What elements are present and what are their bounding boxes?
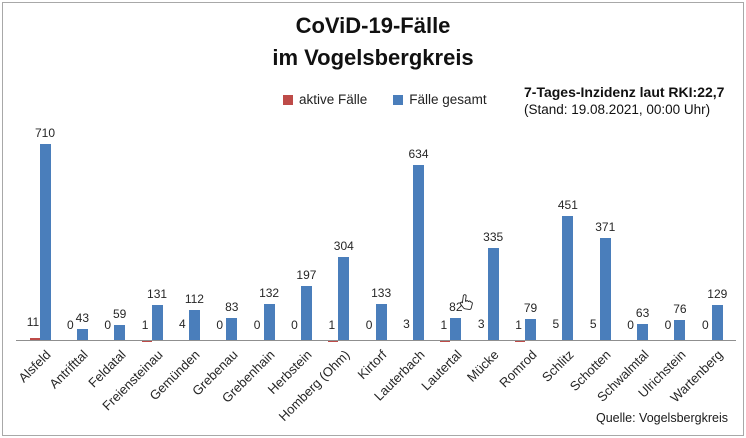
legend-label-active: aktive Fälle [299, 92, 368, 107]
total-bar [450, 318, 462, 341]
total-value-label: 59 [113, 306, 127, 321]
total-bar [562, 215, 574, 341]
active-value-label: 5 [552, 316, 560, 331]
source-caption: Quelle: Vogelsbergkreis [595, 411, 728, 425]
total-value-label: 710 [34, 125, 56, 140]
total-bar [114, 324, 126, 341]
total-value-label: 133 [371, 286, 392, 301]
active-value-label: 0 [664, 318, 672, 332]
total-bar [525, 319, 537, 341]
active-bar [29, 337, 40, 341]
active-value-label: 1 [515, 317, 522, 332]
active-value-label: 11 [26, 314, 40, 329]
active-value-label: 3 [403, 317, 410, 332]
total-bar [39, 143, 51, 341]
active-value-label: 1 [328, 317, 336, 332]
incidence-date: (Stand: 19.08.2021, 00:00 Uhr) [524, 102, 711, 117]
total-value-label: 76 [673, 301, 687, 316]
total-value-label: 371 [595, 219, 616, 234]
total-bar [226, 317, 238, 341]
total-bar [76, 329, 88, 341]
legend-label-total: Fälle gesamt [409, 92, 487, 107]
active-value-label: 0 [701, 318, 709, 332]
chart-title-line1: CoViD-19-Fälle [295, 13, 451, 38]
x-axis-label: Kirtorf [354, 347, 390, 383]
active-value-label: 1 [141, 317, 149, 332]
total-bar [263, 304, 275, 341]
total-value-label: 63 [635, 305, 650, 320]
total-value-label: 451 [557, 197, 578, 212]
active-value-label: 0 [67, 318, 74, 332]
active-value-label: 0 [216, 318, 224, 332]
x-axis-label: Homberg (Ohm) [275, 347, 353, 425]
total-bar [599, 237, 611, 341]
x-axis-line [16, 340, 736, 341]
chart-legend: aktive Fälle Fälle gesamt [283, 92, 487, 107]
active-legend-swatch-icon [283, 94, 293, 105]
legend-item-total: Fälle gesamt [393, 92, 487, 107]
total-bar [413, 164, 424, 341]
incidence-value: 7-Tages-Inzidenz laut RKI:22,7 [524, 84, 725, 100]
total-value-label: 197 [296, 268, 317, 283]
chart-title: CoViD-19-Fälle im Vogelsbergkreis [0, 10, 746, 74]
total-bar [338, 256, 350, 341]
x-axis-label: Antrifttal [46, 347, 91, 392]
total-bar [487, 247, 499, 341]
active-value-label: 0 [627, 318, 634, 332]
total-bar [151, 304, 163, 341]
x-axis-label: Lautertal [418, 347, 465, 394]
active-value-label: 3 [477, 317, 485, 332]
total-bar [188, 309, 200, 341]
total-legend-swatch-icon [393, 94, 404, 105]
active-value-label: 0 [291, 318, 298, 332]
active-value-label: 1 [440, 317, 448, 332]
total-value-label: 335 [483, 229, 504, 244]
hand-cursor-icon [458, 293, 476, 317]
active-value-label: 0 [253, 318, 261, 332]
total-value-label: 79 [523, 301, 538, 316]
total-value-label: 83 [225, 299, 239, 314]
total-value-label: 129 [707, 287, 728, 302]
total-bar [674, 319, 686, 341]
total-bar [637, 323, 649, 341]
total-value-label: 43 [75, 311, 90, 326]
legend-item-active: aktive Fälle [283, 92, 367, 107]
total-value-label: 634 [408, 146, 429, 161]
total-bar [711, 305, 723, 341]
total-value-label: 112 [184, 291, 204, 306]
total-value-label: 132 [259, 286, 280, 301]
bar-chart-plot: 11 710 0 43 0 59 1 131 4 112 0 83 0 132 0 197 1 304 0 133 3 6… [26, 125, 728, 341]
active-value-label: 4 [179, 316, 186, 331]
total-value-label: 82 [449, 300, 463, 315]
total-value-label: 131 [147, 286, 168, 301]
active-value-label: 5 [589, 316, 597, 331]
incidence-info: 7-Tages-Inzidenz laut RKI:22,7 (Stand: 1… [524, 84, 724, 118]
total-value-label: 304 [333, 238, 354, 253]
chart-title-line2: im Vogelsbergkreis [272, 45, 474, 70]
active-value-label: 0 [365, 318, 373, 332]
x-axis-label: Romrod [495, 347, 540, 391]
total-bar [375, 304, 387, 341]
active-value-label: 0 [104, 318, 112, 332]
total-bar [300, 286, 312, 341]
